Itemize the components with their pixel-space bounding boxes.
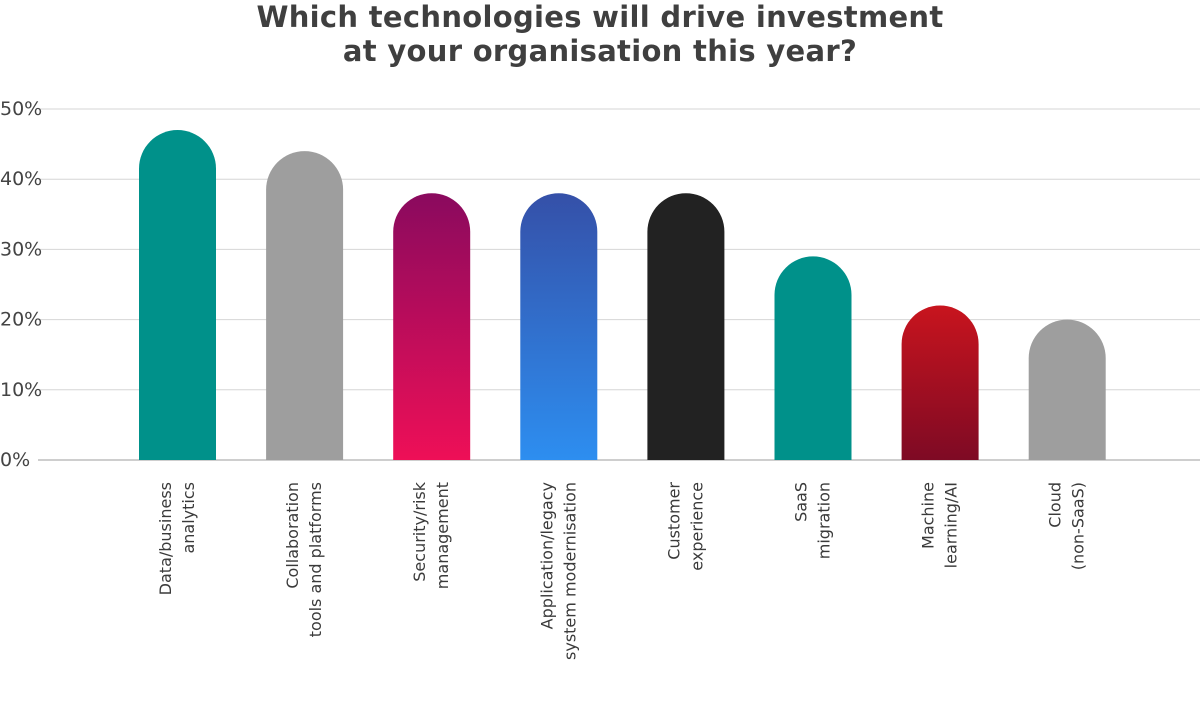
category-label-line: learning/AI: [942, 482, 961, 568]
category-label-line: Collaboration: [283, 482, 302, 589]
category-label: Application/legacy system modernisation: [537, 482, 579, 660]
bar: [520, 193, 598, 461]
bar: [1028, 319, 1106, 460]
category-label: Security/risk management: [410, 481, 452, 589]
bar: [393, 193, 471, 461]
category-label-line: (non-SaaS): [1069, 482, 1088, 570]
chart-title-line-2: at your organisation this year?: [342, 34, 858, 68]
category-label: Customer experience: [664, 482, 706, 571]
category-label-line: Machine: [919, 482, 938, 549]
category-label-line: Application/legacy: [537, 482, 556, 629]
y-tick-label: 20%: [0, 309, 42, 331]
category-label-line: migration: [815, 482, 834, 559]
category-label-line: analytics: [179, 482, 198, 554]
category-label-line: Customer: [664, 482, 683, 560]
category-label: Collaboration tools and platforms: [283, 482, 325, 637]
category-label-line: Data/business: [156, 482, 175, 595]
category-label-line: Cloud: [1046, 482, 1065, 528]
bars: [139, 130, 1106, 461]
bar: [139, 130, 216, 460]
category-label: Machine learning/AI: [919, 482, 961, 568]
gridlines: [38, 108, 1200, 461]
y-tick-label: 0%: [0, 449, 30, 471]
category-label-line: SaaS: [792, 482, 811, 522]
chart-title-line-1: Which technologies will drive investment: [256, 0, 944, 34]
y-tick-label: 10%: [0, 379, 42, 401]
category-label-line: tools and platforms: [306, 482, 325, 637]
y-tick-label: 30%: [0, 238, 42, 260]
category-label-line: Security/risk: [410, 481, 429, 581]
y-tick-label: 40%: [0, 168, 42, 190]
category-label: SaaS migration: [792, 482, 834, 559]
bar: [774, 256, 852, 460]
category-label: Cloud (non-SaaS): [1046, 482, 1088, 570]
category-labels: Data/business analytics Collaboration tools…: [156, 481, 1088, 660]
y-axis-ticks: 0% 10% 20% 30% 40% 50%: [0, 98, 42, 471]
bar: [901, 305, 979, 460]
category-label: Data/business analytics: [156, 482, 198, 595]
y-tick-label: 50%: [0, 98, 42, 120]
category-label-line: management: [433, 482, 452, 589]
category-label-line: system modernisation: [560, 482, 579, 660]
bar: [266, 151, 344, 460]
chart-title: Which technologies will drive investment…: [0, 0, 1200, 68]
bar: [647, 193, 725, 461]
category-label-line: experience: [687, 482, 706, 571]
